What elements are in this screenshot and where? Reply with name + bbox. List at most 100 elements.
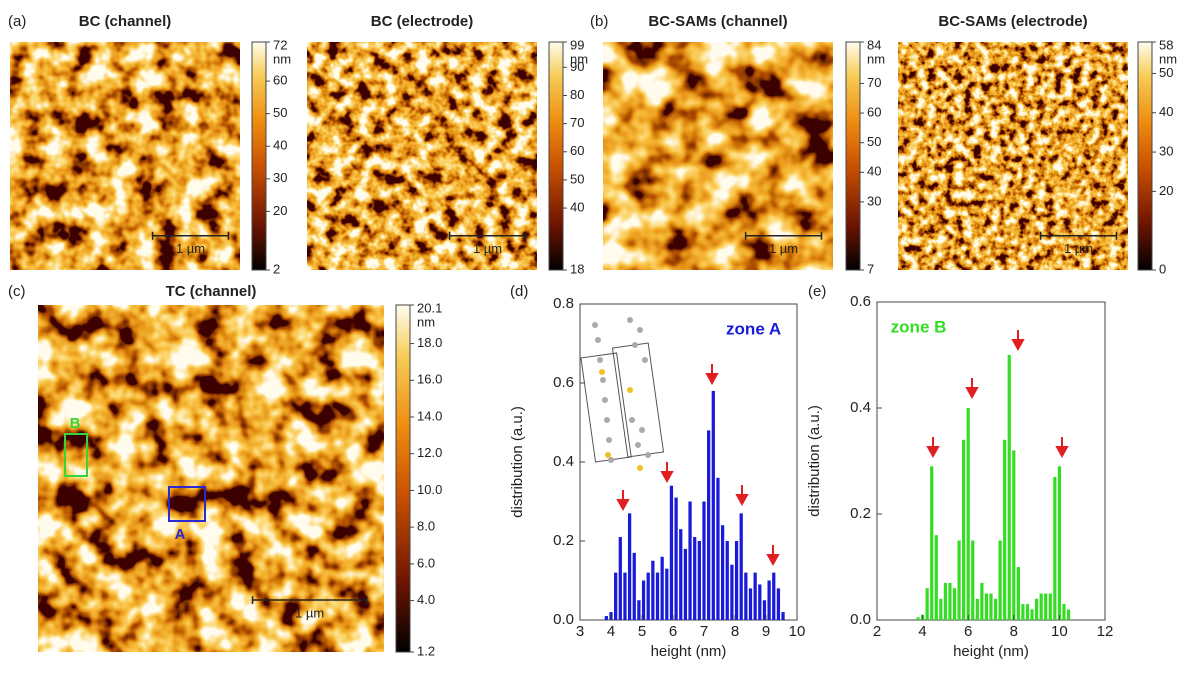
colorbar-tick-label: 40 <box>273 138 287 153</box>
y-tick-label: 0.4 <box>850 399 871 416</box>
bar <box>916 617 920 620</box>
colorbar-tick-label: 30 <box>867 193 881 208</box>
bar <box>767 580 771 620</box>
y-tick-label: 0.6 <box>850 293 871 310</box>
bar <box>665 568 669 620</box>
x-tick-label: 7 <box>700 623 708 640</box>
colorbar-tick-label: 50 <box>1159 65 1173 80</box>
y-tick-label: 0.0 <box>850 611 871 628</box>
bar <box>772 572 776 620</box>
bar <box>711 390 715 620</box>
bar <box>632 552 636 620</box>
colorbar-tick-label: 10.0 <box>417 482 442 497</box>
bar <box>734 541 739 620</box>
bar <box>674 497 678 620</box>
x-tick-label: 12 <box>1097 623 1114 640</box>
bar <box>702 501 706 620</box>
bar <box>962 439 966 620</box>
bar <box>975 598 979 620</box>
colorbar-tick-label: 60 <box>570 143 584 158</box>
panel-label: (a) <box>8 13 26 30</box>
bar <box>725 541 729 620</box>
x-tick-label: 6 <box>669 623 677 640</box>
bar <box>1021 604 1025 620</box>
colorbar <box>845 41 861 271</box>
bar <box>707 430 711 620</box>
colorbar-unit: nm <box>867 51 885 66</box>
bar <box>716 477 720 620</box>
colorbar-tick-label: 20 <box>273 203 287 218</box>
x-tick-label: 6 <box>964 623 972 640</box>
bar <box>971 540 975 620</box>
colorbar-tick-label: 40 <box>867 164 881 179</box>
colorbar-tick-label: 18.0 <box>417 335 442 350</box>
bar <box>998 540 1002 620</box>
colorbar-tick-label: 1.2 <box>417 643 435 658</box>
scale-bar-label: 1 µm <box>473 241 502 256</box>
bar <box>1053 476 1057 620</box>
scale-bar-label: 1 µm <box>1064 241 1093 256</box>
bar <box>614 572 618 620</box>
bar <box>948 582 952 620</box>
bar <box>758 584 762 620</box>
x-tick-label: 9 <box>762 623 770 640</box>
bar <box>693 537 697 620</box>
colorbar-tick-label: 2 <box>273 261 280 276</box>
bar <box>1016 567 1020 620</box>
chart-title: zone A <box>726 319 781 338</box>
colorbar-tick-label: 0 <box>1159 261 1166 276</box>
bar <box>697 541 701 620</box>
bar <box>730 564 734 620</box>
image-title: BC (channel) <box>79 13 172 30</box>
bar <box>1039 593 1043 620</box>
colorbar-tick-label: 7 <box>867 261 874 276</box>
scale-bar <box>744 231 823 240</box>
colorbar-tick-label: 80 <box>570 87 584 102</box>
x-tick-label: 8 <box>731 623 739 640</box>
colorbar-tick-label: 6.0 <box>417 555 435 570</box>
x-tick-label: 4 <box>607 623 615 640</box>
bar <box>1012 450 1016 620</box>
colorbar-unit: nm <box>570 51 588 66</box>
y-tick-label: 0.4 <box>553 453 574 470</box>
bar <box>623 572 627 620</box>
x-axis-label: height (nm) <box>953 643 1029 660</box>
colorbar-tick-label: 16.0 <box>417 372 442 387</box>
panel-label: (e) <box>808 283 826 300</box>
colorbar-unit: nm <box>417 314 435 329</box>
colorbar-unit: nm <box>273 51 291 66</box>
colorbar-tick-label: 72 <box>273 37 287 52</box>
colorbar-tick-label: 84 <box>867 37 881 52</box>
colorbar-tick-label: 14.0 <box>417 408 442 423</box>
colorbar-tick-label: 90 <box>570 59 584 74</box>
colorbar-tick-label: 50 <box>570 171 584 186</box>
colorbar-tick-label: 20 <box>1159 183 1173 198</box>
colorbar-tick-label: 40 <box>570 200 584 215</box>
colorbar-tick-label: 60 <box>273 73 287 88</box>
colorbar-tick-label: 20.1 <box>417 300 442 315</box>
bar <box>939 598 943 620</box>
scale-bar-label: 1 µm <box>176 241 205 256</box>
bar <box>744 572 748 620</box>
y-tick-label: 0.2 <box>553 532 574 549</box>
zone-label: A <box>175 526 186 543</box>
peak-arrows <box>616 330 1069 567</box>
bar <box>1066 609 1071 620</box>
y-tick-label: 0.2 <box>850 505 871 522</box>
bar <box>1035 598 1039 620</box>
bar <box>604 616 608 620</box>
colorbar-unit: nm <box>1159 51 1177 66</box>
bar <box>1025 604 1030 620</box>
bar <box>748 588 753 620</box>
bar <box>720 525 725 620</box>
colorbar-tick-label: 12.0 <box>417 445 442 460</box>
colorbar-tick-label: 70 <box>570 115 584 130</box>
afm-image <box>307 42 537 270</box>
bar <box>646 572 650 620</box>
afm-image <box>898 42 1128 270</box>
bar <box>980 582 984 620</box>
bar <box>943 582 947 620</box>
bar <box>989 593 993 620</box>
x-tick-label: 3 <box>576 623 584 640</box>
bar <box>1007 355 1011 620</box>
